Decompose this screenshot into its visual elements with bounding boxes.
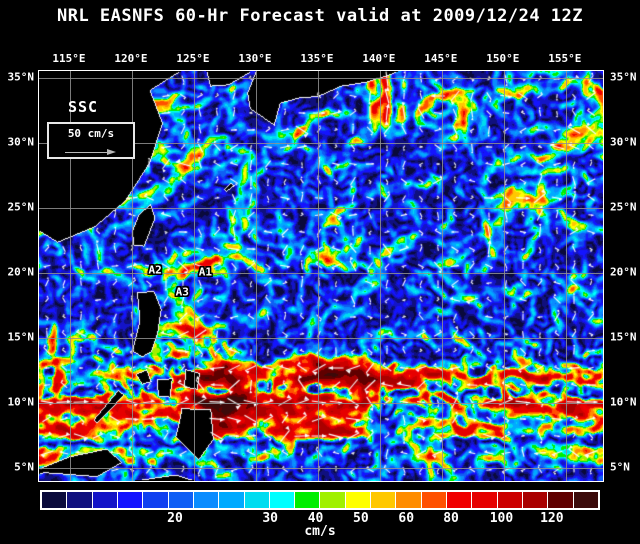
vector-scale-arrow-icon xyxy=(65,149,117,156)
lon-tick-145: 145°E xyxy=(424,52,458,65)
colorbar xyxy=(40,490,600,510)
colorbar-swatch-13 xyxy=(371,492,397,508)
lon-tick-125: 125°E xyxy=(176,52,210,65)
gridline-lon-130 xyxy=(256,71,257,481)
colorbar-tick-40: 40 xyxy=(307,511,324,526)
colorbar-swatch-5 xyxy=(168,492,194,508)
lat-tick-right-15: 15°N xyxy=(610,330,637,344)
colorbar-swatch-7 xyxy=(219,492,245,508)
lat-tick-left-10: 10°N xyxy=(7,395,35,409)
lat-tick-left-35: 35°N xyxy=(7,70,35,83)
colorbar-swatch-8 xyxy=(244,492,270,508)
colorbar-swatch-12 xyxy=(345,492,372,508)
field-name-label: SSC xyxy=(68,98,99,116)
colorbar-swatch-2 xyxy=(92,492,118,508)
lat-tick-right-25: 25°N xyxy=(610,200,637,214)
colorbar-swatch-0 xyxy=(42,492,68,508)
lat-tick-right-5: 5°N xyxy=(610,460,630,474)
colorbar-swatch-4 xyxy=(143,492,169,508)
gridline-lat-5 xyxy=(39,468,603,469)
colorbar-tick-20: 20 xyxy=(167,511,183,526)
lat-tick-right-35: 35°N xyxy=(610,70,637,83)
lon-tick-115: 115°E xyxy=(52,52,86,65)
colorbar-tick-labels: 20 30 40 50 60 80 100 120 xyxy=(0,511,640,527)
gridline-lon-115 xyxy=(70,71,71,481)
colorbar-tick-120: 120 xyxy=(540,511,564,526)
lat-tick-right-10: 10°N xyxy=(610,395,637,409)
lat-tick-right-30: 30°N xyxy=(610,135,637,149)
lon-tick-140: 140°E xyxy=(362,52,396,65)
gridline-lon-145 xyxy=(442,71,443,481)
colorbar-swatch-17 xyxy=(472,492,498,508)
lon-tick-155: 155°E xyxy=(548,52,582,65)
colorbar-swatch-9 xyxy=(269,492,296,508)
colorbar-tick-60: 60 xyxy=(398,511,415,526)
lat-tick-left-15: 15°N xyxy=(7,330,35,344)
vector-scale-legend: 50 cm/s xyxy=(47,122,135,159)
lat-tick-left-5: 5°N xyxy=(14,460,34,474)
colorbar-swatch-19 xyxy=(522,492,549,508)
gridline-lat-10 xyxy=(39,403,603,404)
gridline-lon-155 xyxy=(566,71,567,481)
lon-tick-130: 130°E xyxy=(238,52,272,65)
colorbar-tick-100: 100 xyxy=(489,511,514,526)
gridline-lon-120 xyxy=(132,71,133,481)
colorbar-swatch-1 xyxy=(67,492,93,508)
gridline-lat-35 xyxy=(39,78,603,79)
gridline-lon-135 xyxy=(318,71,319,481)
colorbar-swatch-14 xyxy=(396,492,422,508)
colorbar-swatch-3 xyxy=(117,492,144,508)
gridline-lat-15 xyxy=(39,338,603,339)
gridline-lon-140 xyxy=(380,71,381,481)
colorbar-swatch-10 xyxy=(295,492,321,508)
lon-tick-120: 120°E xyxy=(114,52,148,65)
gridline-lon-125 xyxy=(194,71,195,481)
gridline-lat-30 xyxy=(39,143,603,144)
lat-tick-right-20: 20°N xyxy=(610,265,637,279)
lat-tick-left-20: 20°N xyxy=(7,265,35,279)
lon-tick-135: 135°E xyxy=(300,52,334,65)
colorbar-swatch-16 xyxy=(447,492,473,508)
colorbar-swatch-6 xyxy=(193,492,220,508)
colorbar-swatch-11 xyxy=(320,492,346,508)
page-title: NRL EASNFS 60-Hr Forecast valid at 2009/… xyxy=(56,6,583,26)
colorbar-tick-80: 80 xyxy=(443,511,459,526)
colorbar-swatch-18 xyxy=(497,492,523,508)
vector-scale-text: 50 cm/s xyxy=(67,127,115,140)
colorbar-swatch-15 xyxy=(421,492,447,508)
gridline-lat-20 xyxy=(39,273,603,274)
gridline-lat-25 xyxy=(39,208,603,209)
colorbar-tick-50: 50 xyxy=(353,511,369,526)
gridline-lon-150 xyxy=(504,71,505,481)
colorbar-swatch-21 xyxy=(573,492,598,508)
lat-tick-left-25: 25°N xyxy=(7,200,35,214)
lat-tick-left-30: 30°N xyxy=(7,135,35,149)
colorbar-tick-30: 30 xyxy=(262,511,278,526)
colorbar-unit-label: cm/s xyxy=(304,524,336,539)
lon-tick-150: 150°E xyxy=(486,52,520,65)
colorbar-swatch-20 xyxy=(548,492,574,508)
